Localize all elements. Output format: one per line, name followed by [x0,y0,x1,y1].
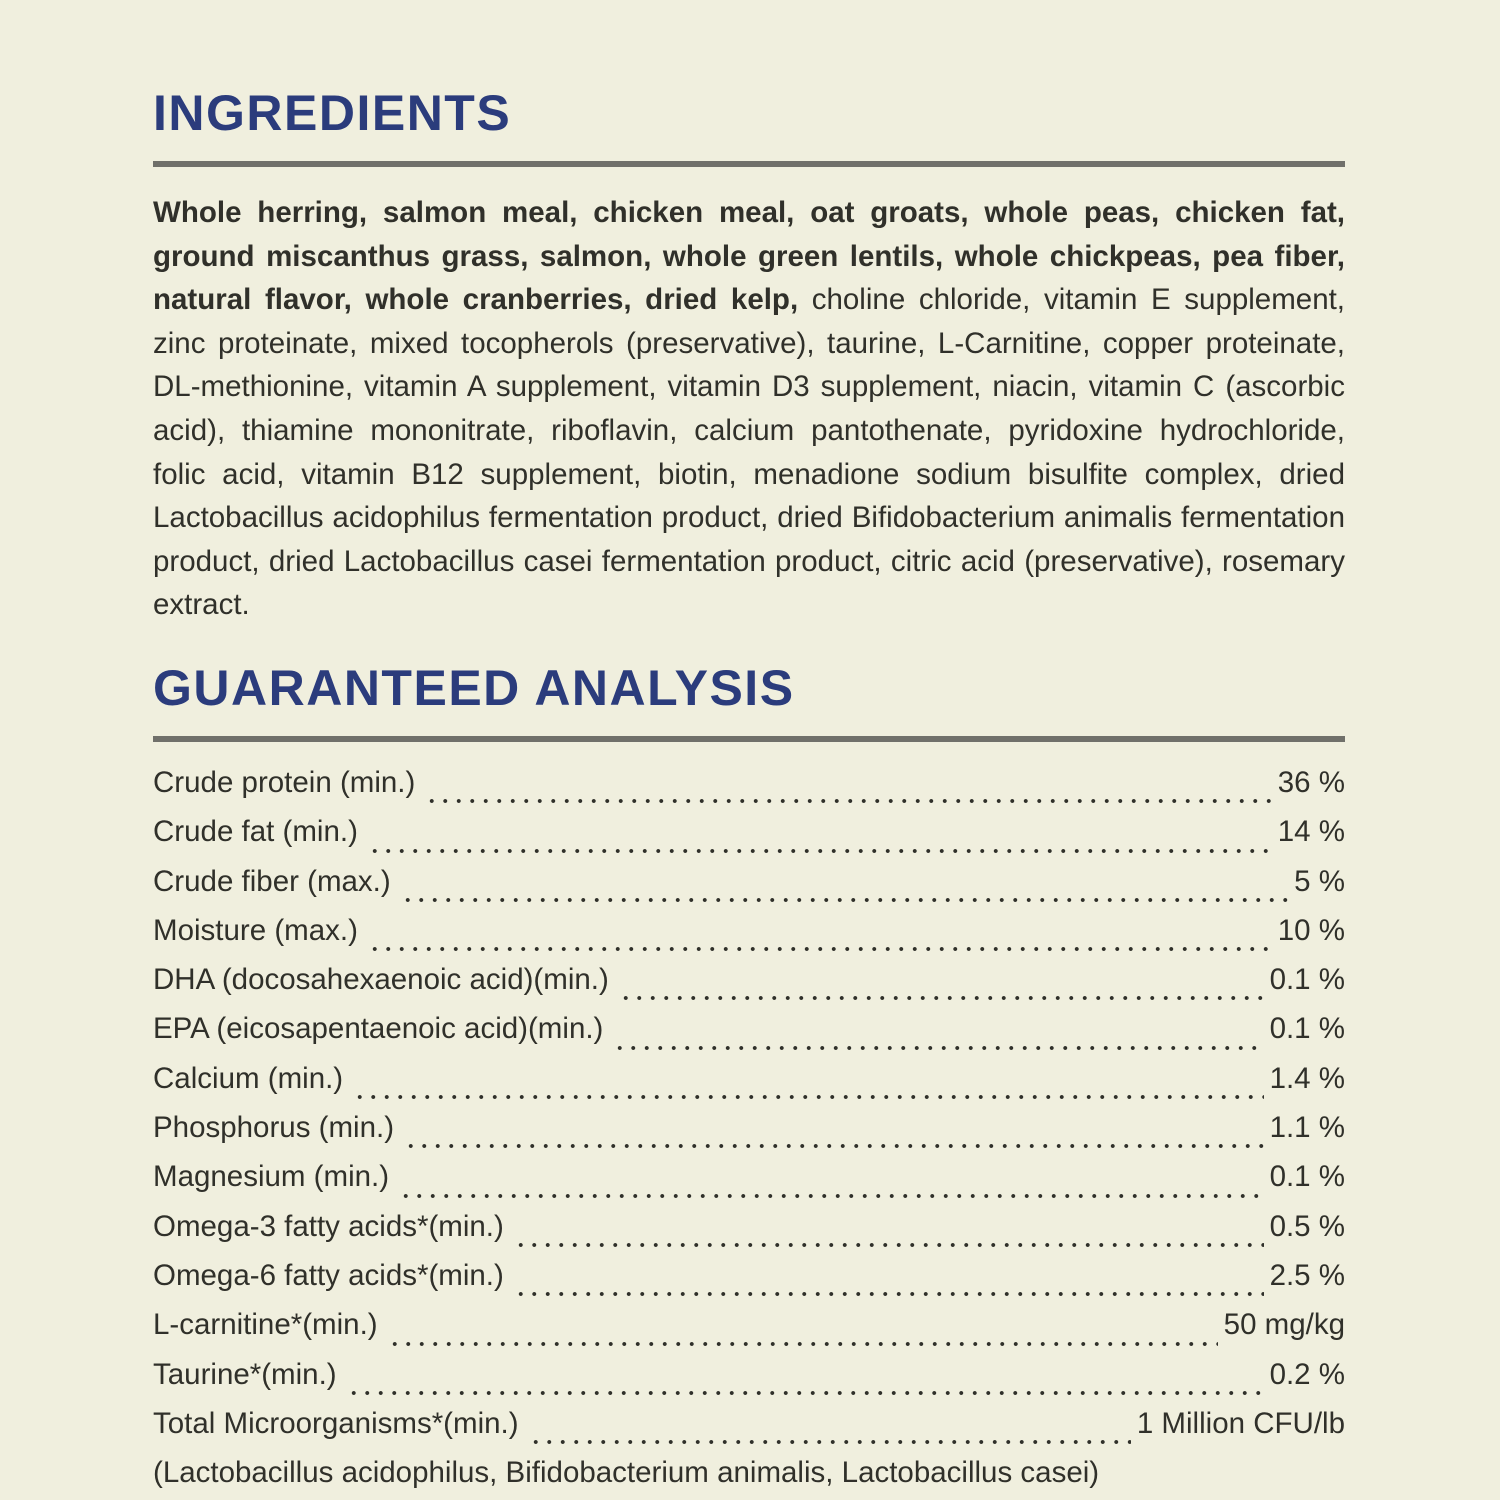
row-value: 5 % [1294,864,1345,898]
row-label: Magnesium (min.) [153,1160,390,1194]
ingredients-primary-list: Whole herring, salmon meal, chicken meal… [153,196,1345,317]
table-row: EPA (eicosapentaenoic acid)(min.) 0.1 % [153,1012,1345,1062]
dot-leader [423,765,1272,816]
row-label: Omega-3 fatty acids*(min.) [153,1209,504,1243]
row-label: Crude fat (min.) [153,815,358,849]
ingredients-divider [153,161,1345,167]
ingredients-title: INGREDIENTS [153,85,512,141]
row-label: Total Microorganisms*(min.) [153,1406,519,1440]
dot-leader [385,1308,1218,1358]
table-row: Crude fiber (max.) 5 % [153,864,1345,914]
row-value: 36 % [1277,765,1345,799]
row-label: Moisture (max.) [153,913,358,947]
row-label: Crude fiber (max.) [153,864,391,898]
guaranteed-analysis-table: Crude protein (min.) 36 % Crude fat (min… [153,765,1345,1500]
row-value: 0.1 % [1269,1160,1345,1194]
row-label: DHA (docosahexaenoic acid)(min.) [153,963,609,997]
dot-leader [611,1012,1264,1062]
dot-leader [402,1111,1264,1161]
row-label: Crude protein (min.) [153,765,416,799]
microorganisms-note: (Lactobacillus acidophilus, Bifidobacter… [153,1456,1100,1490]
dot-leader [397,1160,1264,1210]
table-row: Magnesium (min.) 0.1 % [153,1160,1345,1210]
row-value: 0.2 % [1269,1357,1345,1391]
ingredients-paragraph: Whole herring, salmon meal, chicken meal… [153,191,1345,627]
row-value: 1.4 % [1269,1061,1345,1095]
ingredients-secondary-list: choline chloride, vitamin E supplement, … [153,283,1345,622]
table-row: DHA (docosahexaenoic acid)(min.) 0.1 % [153,963,1345,1013]
row-value: 14 % [1277,815,1345,849]
row-value: 50 mg/kg [1223,1308,1345,1342]
dot-leader [511,1258,1264,1309]
row-value: 10 % [1277,913,1345,947]
row-value: 2.5 % [1269,1258,1345,1292]
dot-leader [511,1209,1264,1259]
dot-leader [365,913,1272,964]
row-value: 1 Million CFU/lb [1136,1406,1345,1440]
table-row: Moisture (max.) 10 % [153,913,1345,964]
row-value: 0.1 % [1269,1012,1345,1046]
dot-leader [344,1357,1264,1407]
table-row: Phosphorus (min.) 1.1 % [153,1111,1345,1161]
row-value: 0.5 % [1269,1209,1345,1243]
table-row: Calcium (min.) 1.4 % [153,1061,1345,1112]
dot-leader [398,864,1289,914]
dot-leader [351,1061,1264,1112]
row-label: Phosphorus (min.) [153,1111,395,1145]
row-label: EPA (eicosapentaenoic acid)(min.) [153,1012,604,1046]
table-row: Omega-3 fatty acids*(min.) 0.5 % [153,1209,1345,1259]
dot-leader [616,963,1264,1013]
analysis-divider [153,735,1345,742]
row-label: Taurine*(min.) [153,1357,337,1391]
table-row: Taurine*(min.) 0.2 % [153,1357,1345,1407]
table-row: Crude fat (min.) 14 % [153,815,1345,865]
row-value: 0.1 % [1269,963,1345,997]
row-label: Omega-6 fatty acids*(min.) [153,1258,504,1292]
table-row: Omega-6 fatty acids*(min.) 2.5 % [153,1258,1345,1309]
table-row: L-carnitine*(min.) 50 mg/kg [153,1308,1345,1358]
dot-leader [365,815,1272,865]
table-row: Crude protein (min.) 36 % [153,765,1345,816]
row-value: 1.1 % [1269,1111,1345,1145]
row-label: L-carnitine*(min.) [153,1308,378,1342]
guaranteed-analysis-title: GUARANTEED ANALYSIS [153,659,795,716]
table-row: Total Microorganisms*(min.) 1 Million CF… [153,1406,1345,1457]
row-label: Calcium (min.) [153,1061,344,1095]
dot-leader [526,1406,1131,1457]
